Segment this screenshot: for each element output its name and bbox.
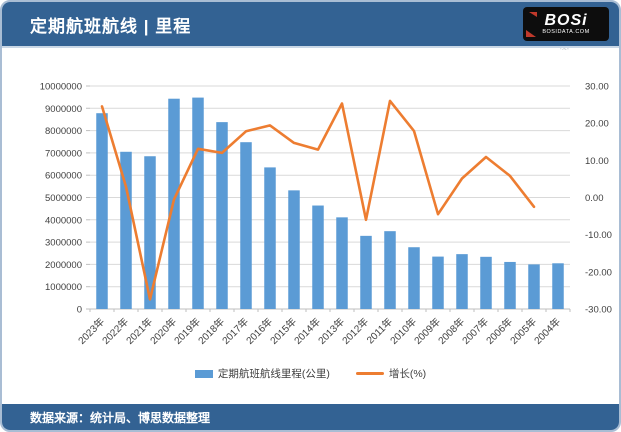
right-axis-tick-label: -20.00 xyxy=(585,267,612,278)
right-axis-tick-label: -30.00 xyxy=(585,305,612,316)
mileage-bar xyxy=(312,205,324,309)
mileage-bar xyxy=(480,256,492,309)
mileage-bar xyxy=(336,217,348,309)
mileage-bar xyxy=(360,235,372,309)
left-axis-tick-label: 7000000 xyxy=(45,148,82,159)
mileage-bar xyxy=(456,254,468,309)
footer-bar: 数据来源：统计局、博思数据整理 xyxy=(2,404,619,430)
left-axis-tick-label: 5000000 xyxy=(45,193,82,204)
logo-red-triangle-icon xyxy=(526,30,536,37)
combo-chart-canvas: 1000000090000008000000700000060000005000… xyxy=(40,82,612,347)
right-axis-tick-label: 20.00 xyxy=(585,119,609,130)
mileage-bar xyxy=(384,231,396,309)
page-title: 定期航班航线 | 里程 xyxy=(30,16,192,36)
chart-area: 10000000 9000000 8000000 7000000 6000000 5000… xyxy=(2,50,619,406)
left-axis-tick-label: 2000000 xyxy=(45,260,82,271)
left-axis-tick-label: 9000000 xyxy=(45,104,82,115)
legend-line-label: 增长(%) xyxy=(388,368,427,380)
chart-legend: 定期航班航线里程(公里) 增长(%) xyxy=(2,366,619,381)
mileage-bar xyxy=(552,263,564,309)
mileage-bar xyxy=(144,156,156,309)
legend-item-growth: 增长(%) xyxy=(355,366,427,381)
mileage-bar xyxy=(264,167,276,309)
mileage-bar xyxy=(96,113,108,310)
left-axis-tick-label: 0 xyxy=(77,305,82,316)
mileage-bar xyxy=(432,256,444,309)
mileage-bar xyxy=(216,122,228,309)
right-axis-tick-label: 30.00 xyxy=(585,82,609,93)
left-axis-tick-label: 1000000 xyxy=(45,282,82,293)
x-axis-category-label: 2012年 xyxy=(339,315,371,347)
legend-bar-label: 定期航班航线里程(公里) xyxy=(217,368,330,380)
left-axis-tick-label: 6000000 xyxy=(45,171,82,182)
growth-line xyxy=(100,99,536,301)
data-source-text: 数据来源：统计局、博思数据整理 xyxy=(30,410,211,425)
left-axis-tick-label: 3000000 xyxy=(45,238,82,249)
mileage-bar xyxy=(288,190,300,309)
bar-series-swatch-icon xyxy=(194,369,213,378)
right-axis-tick-label: 10.00 xyxy=(585,156,609,167)
left-axis-tick-label: 8000000 xyxy=(45,126,82,137)
mileage-bar xyxy=(528,264,540,309)
logo-site-text: BOSIDATA.COM xyxy=(542,29,590,35)
x-axis-category-label: 2004年 xyxy=(531,315,563,347)
header-bar: 定期航班航线 | 里程 BOSi BOSIDATA.COM xyxy=(2,2,619,48)
mileage-bar xyxy=(504,261,516,309)
legend-item-mileage: 定期航班航线里程(公里) xyxy=(194,366,330,381)
logo-brand-text: BOSi xyxy=(544,12,588,29)
bosi-logo: BOSi BOSIDATA.COM xyxy=(523,7,609,41)
mileage-bar xyxy=(192,97,204,309)
left-axis-tick-label: 4000000 xyxy=(45,215,82,226)
right-axis-tick-label: -10.00 xyxy=(585,230,612,241)
mileage-bar xyxy=(240,142,252,309)
left-axis-tick-label: 10000000 xyxy=(40,82,82,93)
logo-red-triangle-icon xyxy=(529,12,537,17)
line-series-swatch-icon xyxy=(355,372,384,375)
mileage-bar xyxy=(120,151,132,309)
mileage-bar xyxy=(408,247,420,309)
right-axis-tick-label: 0.00 xyxy=(585,193,604,204)
